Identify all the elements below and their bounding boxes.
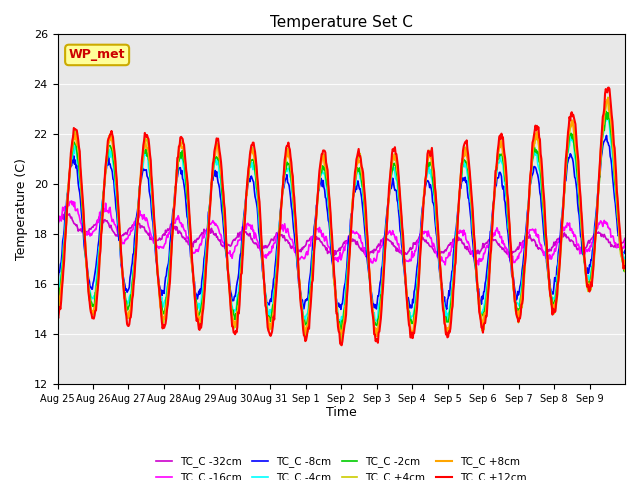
Text: WP_met: WP_met	[69, 48, 125, 61]
TC_C -8cm	[433, 231, 440, 237]
TC_C +4cm	[54, 309, 61, 314]
TC_C +12cm	[253, 164, 260, 169]
TC_C -4cm	[54, 292, 61, 298]
TC_C +4cm	[621, 269, 629, 275]
TC_C -4cm	[274, 243, 282, 249]
TC_C +12cm	[605, 84, 612, 90]
TC_C -8cm	[337, 307, 345, 312]
X-axis label: Time: Time	[326, 407, 356, 420]
Line: TC_C -32cm: TC_C -32cm	[58, 212, 625, 257]
TC_C +12cm	[54, 313, 61, 319]
TC_C -32cm	[54, 220, 61, 226]
TC_C +4cm	[604, 95, 612, 100]
TC_C +8cm	[274, 255, 282, 261]
TC_C +4cm	[337, 342, 345, 348]
TC_C -8cm	[120, 279, 128, 285]
TC_C +8cm	[408, 333, 416, 339]
TC_C +4cm	[120, 288, 128, 294]
TC_C -8cm	[603, 132, 611, 138]
TC_C +12cm	[338, 342, 346, 348]
TC_C +12cm	[621, 265, 629, 271]
TC_C +12cm	[225, 275, 232, 281]
Line: TC_C -2cm: TC_C -2cm	[58, 111, 625, 330]
TC_C -32cm	[433, 252, 441, 258]
TC_C -16cm	[401, 261, 408, 267]
TC_C -2cm	[433, 214, 440, 219]
TC_C +4cm	[274, 256, 282, 262]
TC_C -4cm	[225, 272, 232, 278]
TC_C -4cm	[433, 223, 440, 228]
Line: TC_C +8cm: TC_C +8cm	[58, 99, 625, 336]
TC_C -32cm	[253, 242, 261, 248]
TC_C -32cm	[621, 236, 629, 241]
TC_C -2cm	[401, 263, 408, 269]
TC_C -32cm	[362, 254, 370, 260]
TC_C -4cm	[253, 186, 260, 192]
Line: TC_C +12cm: TC_C +12cm	[58, 87, 625, 345]
TC_C -4cm	[120, 288, 128, 293]
TC_C +8cm	[621, 264, 629, 270]
TC_C +8cm	[225, 272, 232, 278]
Line: TC_C -8cm: TC_C -8cm	[58, 135, 625, 310]
TC_C -16cm	[68, 198, 76, 204]
TC_C +4cm	[401, 260, 408, 266]
TC_C -2cm	[225, 272, 232, 278]
TC_C -16cm	[275, 228, 283, 234]
TC_C -2cm	[274, 245, 282, 251]
TC_C +8cm	[604, 96, 612, 102]
Title: Temperature Set C: Temperature Set C	[270, 15, 413, 30]
TC_C +12cm	[401, 264, 408, 269]
TC_C -2cm	[253, 185, 260, 191]
TC_C +8cm	[400, 252, 408, 258]
TC_C -8cm	[253, 201, 260, 206]
TC_C -32cm	[121, 231, 129, 237]
TC_C -16cm	[225, 251, 233, 256]
TC_C -4cm	[336, 323, 344, 329]
TC_C -2cm	[602, 108, 610, 114]
TC_C -4cm	[603, 115, 611, 121]
TC_C -32cm	[401, 250, 409, 255]
TC_C -8cm	[621, 248, 629, 253]
TC_C -2cm	[337, 327, 345, 333]
TC_C +8cm	[54, 309, 61, 315]
TC_C +8cm	[253, 173, 260, 179]
Y-axis label: Temperature (C): Temperature (C)	[15, 158, 28, 260]
TC_C +8cm	[433, 204, 440, 210]
TC_C -2cm	[621, 262, 629, 267]
TC_C -32cm	[225, 242, 233, 248]
TC_C -16cm	[433, 249, 440, 254]
TC_C +4cm	[253, 173, 260, 179]
Line: TC_C -16cm: TC_C -16cm	[58, 201, 625, 265]
TC_C -8cm	[54, 282, 61, 288]
TC_C -16cm	[621, 239, 629, 245]
TC_C -4cm	[621, 255, 629, 261]
TC_C +8cm	[120, 295, 128, 301]
Line: TC_C -4cm: TC_C -4cm	[58, 118, 625, 326]
TC_C -4cm	[401, 268, 408, 274]
TC_C +12cm	[120, 291, 128, 297]
TC_C -16cm	[475, 262, 483, 268]
TC_C +4cm	[433, 202, 440, 207]
TC_C -2cm	[120, 293, 128, 299]
TC_C -8cm	[401, 271, 408, 277]
TC_C +12cm	[274, 262, 282, 268]
Line: TC_C +4cm: TC_C +4cm	[58, 97, 625, 345]
TC_C -8cm	[274, 233, 282, 239]
TC_C -16cm	[54, 224, 61, 230]
TC_C +4cm	[225, 273, 232, 278]
TC_C -32cm	[61, 209, 68, 215]
TC_C -16cm	[121, 237, 129, 243]
Legend: TC_C -32cm, TC_C -16cm, TC_C -8cm, TC_C -4cm, TC_C -2cm, TC_C +4cm, TC_C +8cm, T: TC_C -32cm, TC_C -16cm, TC_C -8cm, TC_C …	[152, 452, 531, 480]
TC_C +12cm	[433, 200, 440, 205]
TC_C -32cm	[275, 233, 283, 239]
TC_C -16cm	[253, 238, 261, 243]
TC_C -8cm	[225, 273, 232, 279]
TC_C -2cm	[54, 296, 61, 302]
